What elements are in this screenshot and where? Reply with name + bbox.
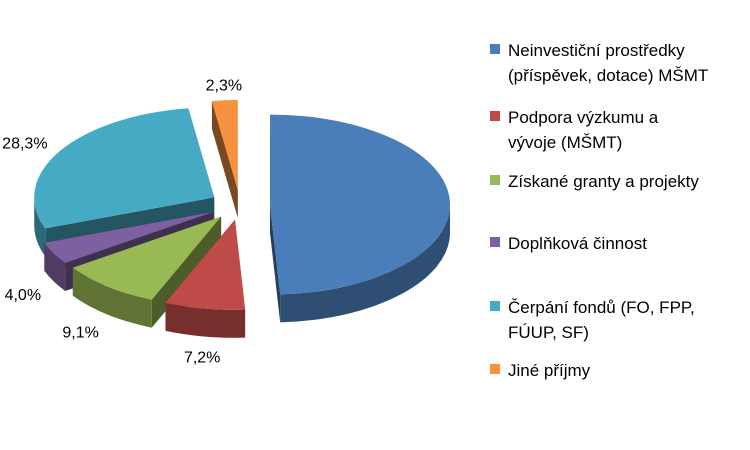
legend-label-doplnkova: Doplňková činnost (508, 234, 647, 253)
pie-tops (34, 100, 450, 310)
legend-label-granty: Získané granty a projekty (508, 172, 699, 191)
pie-wall-jine-0 (211, 100, 238, 219)
legend-item-vyzkum: Podpora výzkumu a vývoje (MŠMT) (490, 105, 745, 155)
pie-side-doplnkova (44, 242, 66, 291)
pie-slice-granty (72, 216, 222, 300)
data-label-jine: 2,3% (206, 78, 242, 95)
data-label-fondy: 28,3% (2, 135, 47, 152)
pie-side-neinvesticni (280, 204, 450, 323)
pie-slice-doplnkova (44, 211, 214, 263)
pie-side-fondy (34, 197, 46, 257)
pie-slice-fondy (34, 108, 215, 229)
legend-item-granty: Získané granty a projekty (490, 169, 745, 194)
pie-slice-vyzkum (165, 219, 246, 310)
legend-item-jine: Jiné příjmy (490, 358, 745, 383)
legend-swatch-vyzkum (490, 111, 500, 121)
legend-swatch-neinvesticni (490, 44, 500, 54)
data-label-doplnkova: 4,0% (5, 287, 41, 304)
legend-swatch-fondy (490, 301, 500, 311)
pie-side-granty (72, 267, 152, 328)
pie-slice-neinvesticni (269, 114, 450, 295)
legend-swatch-doplnkova (490, 237, 500, 247)
pie-chart: 49,1%7,2%9,1%4,0%28,3%2,3% (2, 78, 450, 367)
legend-item-fondy: Čerpání fondů (FO, FPP, FÚUP, SF) (490, 295, 745, 345)
pie-side-vyzkum (165, 302, 246, 338)
legend-label-jine: Jiné příjmy (508, 361, 591, 380)
pie-slice-jine (211, 100, 238, 191)
data-label-granty: 9,1% (62, 325, 98, 342)
legend-swatch-jine (490, 364, 500, 374)
legend-item-doplnkova: Doplňková činnost (490, 231, 745, 256)
legend-swatch-granty (490, 175, 500, 185)
legend-item-neinvesticni: Neinvestiční prostředky (příspěvek, dota… (490, 38, 745, 88)
legend-label-fondy: Čerpání fondů (FO, FPP, FÚUP, SF) (508, 298, 695, 342)
pie-wall-doplnkova-1 (44, 211, 214, 271)
data-label-vyzkum: 7,2% (184, 350, 220, 367)
legend-label-neinvesticni: Neinvestiční prostředky (příspěvek, dota… (508, 41, 709, 85)
pie-wall-neinvesticni-1 (269, 204, 281, 323)
legend-label-vyzkum: Podpora výzkumu a vývoje (MŠMT) (508, 108, 659, 152)
pie-data-labels: 49,1%7,2%9,1%4,0%28,3%2,3% (2, 78, 242, 367)
